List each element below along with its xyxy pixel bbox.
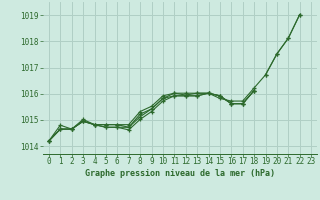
X-axis label: Graphe pression niveau de la mer (hPa): Graphe pression niveau de la mer (hPa)	[85, 169, 275, 178]
